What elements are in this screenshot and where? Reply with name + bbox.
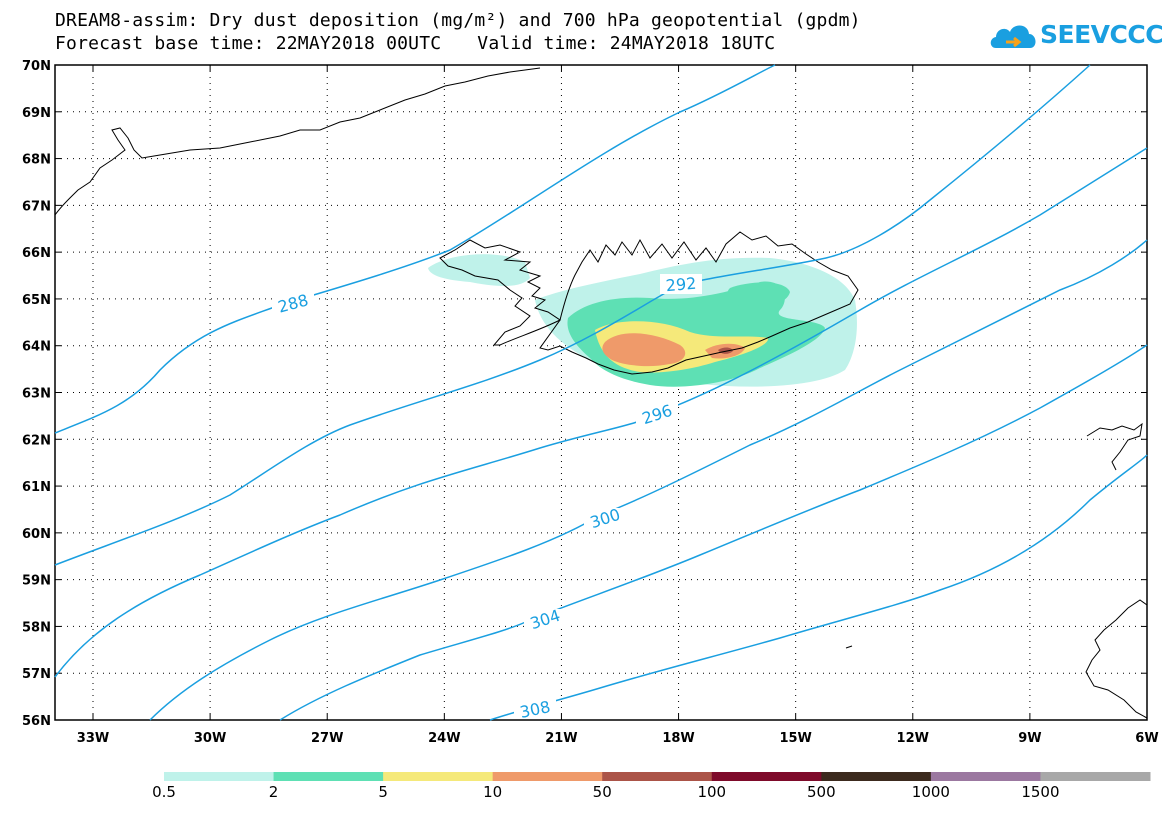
lat-label: 60N xyxy=(22,527,51,542)
legend-color-box xyxy=(711,772,822,781)
legend-label: 5 xyxy=(378,783,388,801)
legend-color-box xyxy=(492,772,603,781)
seevccc-logo: SEEVCCC xyxy=(988,14,1164,58)
contour-line xyxy=(489,454,1148,721)
valid-time: Valid time: 24MAY2018 18UTC xyxy=(477,33,776,54)
lat-label: 67N xyxy=(22,199,51,214)
legend-color-box xyxy=(383,772,494,781)
lat-label: 57N xyxy=(22,667,51,682)
cloud-icon xyxy=(990,25,1036,48)
contour-line xyxy=(54,64,776,434)
coastline-shetland xyxy=(1086,422,1143,471)
legend-label: 10 xyxy=(483,783,503,801)
lat-label: 70N xyxy=(22,59,51,74)
lat-label: 59N xyxy=(22,574,51,589)
coastline-greenland xyxy=(54,67,541,216)
legend-label: 50 xyxy=(592,783,612,801)
coastline-faroe xyxy=(845,645,853,649)
lat-label: 69N xyxy=(22,106,51,121)
legend-label: 1000 xyxy=(911,783,950,801)
lon-label: 12W xyxy=(897,731,929,746)
legend-color-box xyxy=(930,772,1041,781)
lon-label: 24W xyxy=(428,731,460,746)
lat-label: 58N xyxy=(22,620,51,635)
lon-label: 18W xyxy=(662,731,694,746)
coastline-scotland xyxy=(1085,599,1148,719)
lat-label: 63N xyxy=(22,387,51,402)
contour-line xyxy=(149,239,1148,721)
legend-color-box xyxy=(273,772,384,781)
contour-label: 292 xyxy=(665,274,697,296)
coastline-iceland xyxy=(539,231,859,375)
geopotential-contours xyxy=(54,64,1148,721)
legend-label: 500 xyxy=(807,783,836,801)
legend-label: 1500 xyxy=(1021,783,1060,801)
lat-label: 66N xyxy=(22,246,51,261)
lon-label: 30W xyxy=(194,731,226,746)
lon-label: 6W xyxy=(1135,731,1158,746)
forecast-base-time: Forecast base time: 22MAY2018 00UTC xyxy=(55,33,442,54)
dust-area-2 xyxy=(727,282,790,308)
lon-label: 9W xyxy=(1018,731,1041,746)
lon-label: 33W xyxy=(77,731,109,746)
axes: 70N 69N 68N 67N 66N 65N 64N 63N 62N 61N 60N 59N 58N 5… xyxy=(22,59,1159,746)
coastlines xyxy=(54,67,1148,719)
contour-line xyxy=(54,147,1148,678)
lat-label: 56N xyxy=(22,714,51,729)
lat-label: 68N xyxy=(22,153,51,168)
lat-label: 62N xyxy=(22,433,51,448)
contour-line xyxy=(54,64,1091,566)
legend-color-box xyxy=(164,772,275,781)
logo-text: SEEVCCC xyxy=(1040,20,1164,49)
map-title: DREAM8-assim: Dry dust deposition (mg/m²… xyxy=(55,10,861,31)
contour-labels: 288 292 296 300 304 308 xyxy=(272,274,702,722)
lon-label: 21W xyxy=(545,731,577,746)
time-info: Forecast base time: 22MAY2018 00UTC Valid… xyxy=(55,33,775,54)
legend-color-box xyxy=(1040,772,1151,781)
dust-area-10 xyxy=(602,333,686,367)
legend-color-box xyxy=(602,772,713,781)
legend-label: 100 xyxy=(697,783,727,801)
legend-colorbar xyxy=(164,772,1151,781)
lat-label: 61N xyxy=(22,480,51,495)
coastline-iceland xyxy=(439,239,561,346)
legend-label: 0.5 xyxy=(152,783,176,801)
legend-color-box xyxy=(821,772,932,781)
lon-label: 15W xyxy=(779,731,811,746)
legend-label: 2 xyxy=(268,783,279,801)
dust-area-0.5 xyxy=(428,254,530,286)
dust-deposition-shading xyxy=(428,254,857,387)
lat-label: 65N xyxy=(22,293,51,308)
contour-line xyxy=(279,344,1148,721)
lat-label: 64N xyxy=(22,340,51,355)
lon-label: 27W xyxy=(311,731,343,746)
